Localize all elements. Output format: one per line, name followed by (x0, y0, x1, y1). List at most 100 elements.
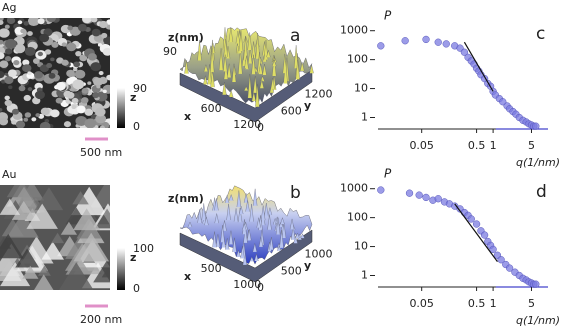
grain (50, 57, 55, 62)
surface-peak (236, 249, 241, 257)
surface-peak (244, 86, 249, 91)
surface-peak (270, 78, 275, 89)
x-tick-label: 600 (201, 102, 222, 115)
grain (74, 69, 86, 79)
data-point (434, 38, 442, 46)
grain (6, 211, 39, 238)
surface-peak (231, 63, 237, 83)
grain (0, 233, 24, 259)
grain (51, 232, 65, 244)
surface-peak (235, 30, 241, 44)
surface-peak (212, 231, 217, 248)
surface-peak (223, 54, 228, 72)
grain (72, 79, 85, 90)
surface-peak (260, 75, 265, 82)
grain (0, 52, 5, 60)
y-tick-label: 1 (361, 110, 368, 123)
x-tick-label: 0.5 (468, 297, 486, 310)
grain (51, 41, 59, 48)
surface-peak (220, 225, 225, 243)
grain (71, 186, 107, 216)
surface-peak (204, 217, 209, 226)
surface-peak (259, 79, 264, 89)
data-point (532, 280, 540, 288)
surface-peak (258, 63, 263, 75)
grain (77, 91, 83, 96)
grain (55, 81, 66, 91)
grain (91, 28, 101, 37)
grain (0, 262, 31, 287)
surface-peak (245, 200, 250, 212)
colorbar (117, 88, 125, 128)
data-point (434, 195, 442, 203)
surface-peak (218, 48, 224, 71)
surface-peak (197, 39, 202, 61)
panel-label: Au (2, 168, 17, 181)
surface-peak (201, 203, 206, 221)
grain (73, 208, 101, 231)
grain (32, 58, 40, 64)
grain (18, 85, 26, 92)
grain (4, 55, 12, 62)
surface-peak (255, 84, 260, 107)
grain (95, 214, 110, 229)
surface-peak (295, 59, 300, 80)
grain (40, 107, 50, 116)
data-point (422, 35, 430, 44)
grain (0, 108, 3, 112)
x-tick-label: 1000 (233, 278, 261, 291)
data-point (467, 215, 475, 223)
data-point (532, 122, 540, 130)
grain (11, 108, 19, 115)
grain (102, 89, 107, 94)
x-tick-label: 1 (490, 297, 497, 310)
surface-peak (295, 232, 300, 238)
surface-peak (229, 194, 234, 201)
surface-peak (300, 62, 305, 71)
surface-peak (240, 246, 245, 259)
grain (97, 43, 103, 47)
surface-peak (214, 213, 219, 224)
surface-peak (226, 63, 232, 78)
surface-peak (267, 214, 272, 230)
surface-peak (247, 74, 252, 99)
y-tick-label: 1 (361, 268, 368, 281)
x-tick-label: 5 (528, 297, 535, 310)
grain (79, 54, 88, 62)
surface-label: a (290, 26, 300, 46)
grain (84, 108, 94, 116)
grain (66, 69, 75, 78)
x-axis-label: x (184, 270, 191, 283)
grain (4, 24, 10, 29)
grain (4, 99, 13, 107)
surface-peak (203, 64, 209, 72)
z-tick-label: 90 (163, 45, 177, 58)
surface-peak (252, 188, 258, 206)
grain (24, 46, 36, 56)
grain (31, 117, 37, 122)
grain (27, 31, 33, 36)
colorbar-title: z (130, 251, 136, 264)
panel-label: c (536, 24, 545, 44)
grain (23, 94, 31, 102)
grain (60, 221, 78, 235)
surface-peak (228, 230, 234, 245)
grain (95, 107, 106, 117)
y-axis-label: P (384, 167, 392, 181)
y-tick-label: 100 (347, 211, 368, 224)
grain (95, 114, 107, 124)
grain (63, 121, 72, 128)
surface-peak (237, 207, 243, 223)
grain (0, 71, 5, 79)
grain (34, 90, 45, 100)
surface-peak (238, 30, 244, 52)
surface-peak (251, 54, 256, 75)
surface-peak (187, 221, 193, 228)
grain (5, 48, 13, 55)
grain (99, 20, 108, 29)
grain (90, 18, 98, 23)
surface-peak (244, 55, 249, 69)
grain (93, 77, 103, 86)
surface-base (179, 229, 313, 283)
grain (0, 39, 4, 45)
